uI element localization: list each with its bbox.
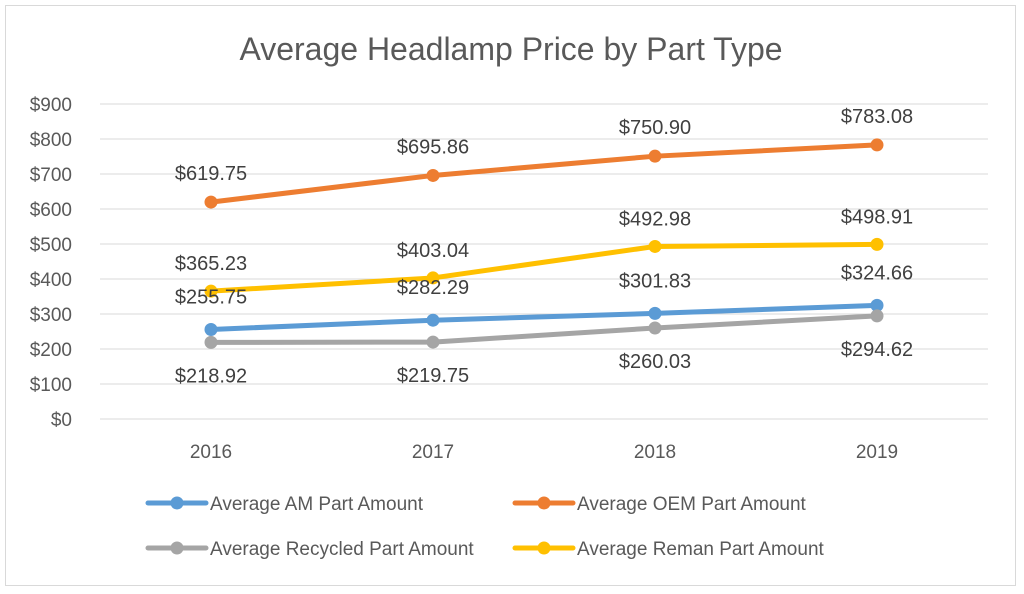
y-tick-label: $100 [30,375,72,396]
y-tick-label: $900 [30,95,72,116]
data-point [426,168,440,182]
data-label: $218.92 [175,365,247,387]
legend-swatch-marker [537,541,551,555]
series-line-2 [208,313,880,345]
data-point [204,195,218,209]
data-label: $365.23 [175,253,247,275]
data-label: $260.03 [619,351,691,373]
y-axis: $0 $100 $200 $300 $400 $500 $600 $700 $800 $900 [30,95,72,431]
legend-swatch-marker [170,496,184,510]
legend-label: Average Recycled Part Amount [210,539,474,560]
series-line-0 [208,302,880,332]
data-point [204,322,218,336]
data-point [870,138,884,152]
chart-title: Average Headlamp Price by Part Type [239,31,782,67]
x-tick-label: 2017 [412,442,454,463]
y-tick-label: $600 [30,200,72,221]
data-label: $498.91 [841,206,913,228]
data-point [648,321,662,335]
chart-frame [5,5,1016,586]
series-lines [204,138,884,349]
data-label: $219.75 [397,365,469,387]
data-label: $255.75 [175,286,247,308]
legend-label: Average Reman Part Amount [577,539,825,560]
data-point [426,313,440,327]
data-label: $492.98 [619,208,691,230]
y-tick-label: $400 [30,270,72,291]
data-label: $294.62 [841,339,913,361]
data-point [648,149,662,163]
data-point [426,335,440,349]
series-line-3 [208,241,880,294]
data-label: $301.83 [619,270,691,292]
y-tick-label: $300 [30,305,72,326]
data-label: $403.04 [397,240,469,262]
y-tick-label: $500 [30,235,72,256]
data-label: $783.08 [841,106,913,128]
y-tick-label: $0 [51,410,72,431]
data-labels: $255.75 $282.29 $301.83 $324.66 $619.75 $695.… [175,106,913,387]
y-tick-label: $200 [30,340,72,361]
x-tick-label: 2018 [634,442,676,463]
data-label: $282.29 [397,277,469,299]
y-tick-label: $700 [30,165,72,186]
data-point [204,335,218,349]
data-label: $695.86 [397,136,469,158]
y-tick-label: $800 [30,130,72,151]
legend-label: Average OEM Part Amount [577,494,807,515]
data-point [870,237,884,251]
legend-label: Average AM Part Amount [210,494,424,515]
data-point [870,309,884,323]
legend-swatch-marker [537,496,551,510]
series-line-1 [208,142,880,205]
legend: Average AM Part Amount Average OEM Part A… [145,494,825,560]
x-tick-label: 2019 [856,442,898,463]
x-axis: 2016 2017 2018 2019 [190,442,898,463]
data-point [648,306,662,320]
data-point [648,239,662,253]
data-label: $750.90 [619,117,691,139]
data-point [204,284,218,298]
data-label: $619.75 [175,163,247,185]
legend-swatch-marker [170,541,184,555]
data-point [426,271,440,285]
data-label: $324.66 [841,262,913,284]
x-tick-label: 2016 [190,442,232,463]
data-point [870,298,884,312]
